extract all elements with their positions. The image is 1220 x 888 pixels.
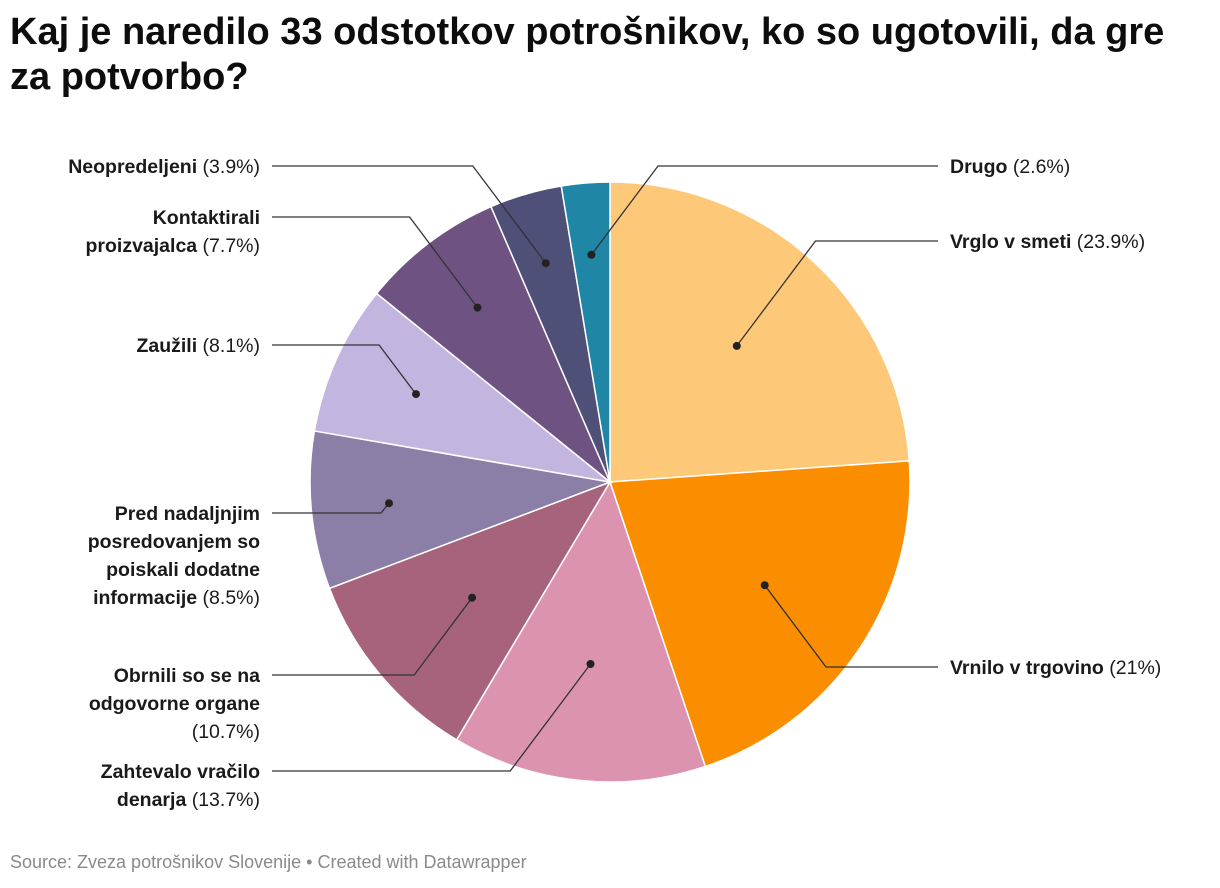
slice-name: proizvajalca <box>86 235 198 257</box>
slice-percent: (13.7%) <box>186 789 260 811</box>
slice-name: Zaužili <box>136 335 197 357</box>
leader-line <box>272 597 473 676</box>
leader-line <box>272 344 417 395</box>
slice-percent: (21%) <box>1104 657 1161 679</box>
slice-name: Pred nadaljnjim <box>115 503 260 525</box>
slice-name: denarja <box>117 789 187 811</box>
slice-label: Vrglo v smeti (23.9%) <box>950 231 1145 253</box>
footer-separator: • <box>301 852 318 872</box>
leader-line <box>272 663 592 772</box>
pie-slice <box>609 181 911 483</box>
leader-dot <box>473 303 482 312</box>
slice-name: Neopredeljeni <box>68 156 197 178</box>
slice-name: Obrnili so se na <box>114 665 260 687</box>
slice-percent: (23.9%) <box>1071 231 1145 253</box>
leader-line <box>272 216 479 308</box>
slice-percent: (3.9%) <box>197 156 260 178</box>
leader-dot <box>586 660 595 668</box>
slice-percent: (8.5%) <box>197 587 260 609</box>
pie-slice <box>313 292 613 484</box>
pie-slice <box>560 181 611 483</box>
slice-label: Zahtevalo vračilo denarja (13.7%) <box>101 761 260 811</box>
leader-dot <box>412 390 420 399</box>
slice-name: informacije <box>93 587 197 609</box>
slice-percent: (7.7%) <box>197 235 260 257</box>
slice-name: odgovorne organe <box>89 693 260 715</box>
pie-slice <box>455 480 707 783</box>
slice-percent: (2.6%) <box>1007 156 1070 178</box>
leader-dot <box>587 250 596 259</box>
slice-percent: (8.1%) <box>197 335 260 357</box>
slice-label: Zaužili (8.1%) <box>136 335 260 357</box>
leader-dot <box>541 259 550 268</box>
slice-name: Vrnilo v trgovino <box>950 657 1104 679</box>
chart-title: Kaj je naredilo 33 odstotkov potrošnikov… <box>10 11 1165 98</box>
slice-name: Drugo <box>950 156 1007 178</box>
slice-name: poiskali dodatne <box>106 559 260 581</box>
slice-label: Drugo (2.6%) <box>950 156 1070 178</box>
slice-label: Kontaktirali proizvajalca (7.7%) <box>86 207 261 257</box>
pie-leader-lines <box>272 165 938 772</box>
slice-label: Obrnili so se na odgovorne organe (10.7%) <box>89 665 260 743</box>
slice-label: Vrnilo v trgovino (21%) <box>950 657 1161 679</box>
slice-label: Neopredeljeni (3.9%) <box>68 156 260 178</box>
leader-dot <box>468 593 477 602</box>
leader-line <box>736 240 938 347</box>
source-text: Source: Zveza potrošnikov Slovenije <box>10 852 302 872</box>
leader-line <box>272 502 390 514</box>
slice-name: Kontaktirali <box>153 207 260 229</box>
slice-percent: (10.7%) <box>192 721 260 743</box>
leader-dot <box>760 581 769 590</box>
pie-slice <box>608 460 911 768</box>
credit-text: Created with Datawrapper <box>317 852 527 872</box>
slice-name: Vrglo v smeti <box>950 231 1071 253</box>
leader-line <box>764 584 938 668</box>
pie-slices <box>309 181 911 783</box>
slice-name: Zahtevalo vračilo <box>101 761 260 783</box>
chart-footer: Source: Zveza potrošnikov Slovenije • Cr… <box>10 852 527 873</box>
leader-line <box>272 165 547 264</box>
pie-slice <box>309 430 613 590</box>
leader-line <box>590 165 938 256</box>
slice-label: Pred nadaljnjim posredovanjem so poiskali … <box>88 503 260 609</box>
slice-name: posredovanjem so <box>88 531 260 553</box>
leader-dot <box>385 499 393 508</box>
leader-dot <box>732 341 741 350</box>
pie-labels: Vrglo v smeti (23.9%) Vrnilo v trgovino (… <box>68 156 1161 811</box>
